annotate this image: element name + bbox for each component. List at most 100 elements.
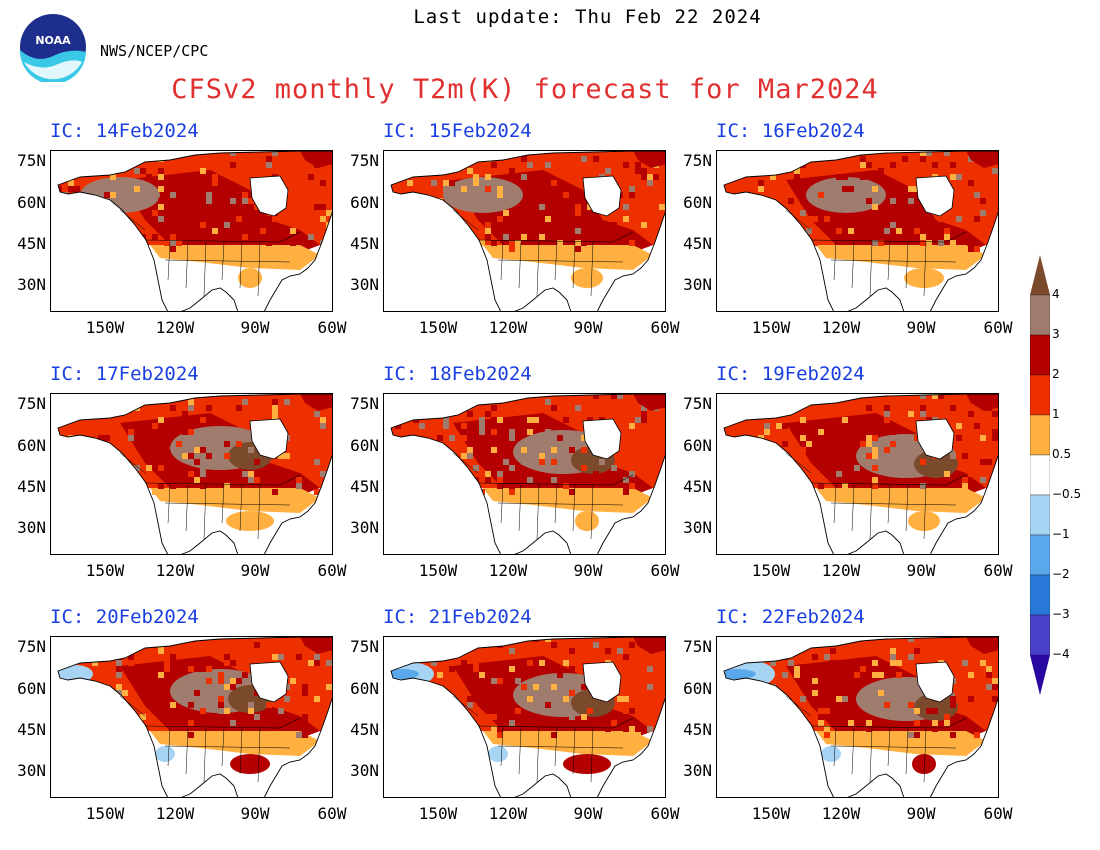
forecast-panel: IC: 16Feb2024 75N 60N 45N 30N 150W 120W 90W 60W [683,120,1016,360]
forecast-panel: IC: 21Feb2024 75N 60N 45N 30N 150W 120W 90W 60W [350,606,683,846]
longitude-label: 60W [983,804,1013,823]
longitude-label: 60W [317,804,347,823]
forecast-panel: IC: 19Feb2024 75N 60N 45N 30N 150W 120W 90W 60W [683,363,1016,603]
initial-condition-label: IC: 14Feb2024 [50,120,199,142]
forecast-panel: IC: 22Feb2024 75N 60N 45N 30N 150W 120W 90W 60W [683,606,1016,846]
forecast-panel: IC: 20Feb2024 75N 60N 45N 30N 150W 120W 90W 60W [17,606,350,846]
latitude-label: 45N [350,720,379,739]
longitude-label: 150W [85,804,125,823]
longitude-label: 120W [155,318,195,337]
colorbar-legend: 4 3 2 1 0.5 −0.5 −1 −2 −3 −4 [1029,255,1081,699]
temperature-anomaly-map [716,393,1000,559]
longitude-label: 120W [821,561,861,580]
latitude-label: 75N [683,637,712,656]
noaa-logo: NOAA [18,12,88,85]
latitude-label: 30N [683,275,712,294]
longitude-label: 60W [317,561,347,580]
longitude-label: 90W [573,561,603,580]
chart-title: CFSv2 monthly T2m(K) forecast for Mar202… [171,74,879,105]
longitude-label: 150W [85,561,125,580]
colorbar-swatch [1029,374,1051,416]
longitude-label: 60W [983,561,1013,580]
latitude-label: 30N [350,761,379,780]
latitude-label: 75N [683,394,712,413]
colorbar-tick-label: 4 [1052,287,1060,301]
longitude-label: 150W [418,561,458,580]
temperature-anomaly-map [383,150,667,316]
initial-condition-label: IC: 20Feb2024 [50,606,199,628]
latitude-label: 45N [683,720,712,739]
latitude-label: 60N [350,679,379,698]
latitude-label: 45N [17,477,46,496]
colorbar-bottom-arrow [1030,655,1050,695]
longitude-label: 150W [418,318,458,337]
latitude-label: 60N [17,436,46,455]
latitude-label: 30N [683,761,712,780]
longitude-label: 150W [751,804,791,823]
latitude-label: 75N [17,637,46,656]
temperature-anomaly-map [383,393,667,559]
colorbar-tick-label: −4 [1052,647,1070,661]
temperature-anomaly-map [716,150,1000,316]
longitude-label: 120W [488,561,528,580]
latitude-label: 60N [683,436,712,455]
latitude-label: 60N [17,193,46,212]
longitude-label: 90W [573,318,603,337]
colorbar-tick-label: 1 [1052,407,1060,421]
colorbar-tick-label: −3 [1052,607,1070,621]
latitude-label: 75N [350,394,379,413]
colorbar-tick-label: 2 [1052,367,1060,381]
colorbar-tick-label: 0.5 [1052,447,1072,461]
initial-condition-label: IC: 15Feb2024 [383,120,532,142]
longitude-label: 150W [85,318,125,337]
forecast-panel: IC: 17Feb2024 75N 60N 45N 30N 150W 120W 90W 60W [17,363,350,603]
temperature-anomaly-map [383,636,667,802]
colorbar-swatch [1029,494,1051,536]
initial-condition-label: IC: 19Feb2024 [716,363,865,385]
colorbar-swatch [1029,614,1051,656]
last-update-text: Last update: Thu Feb 22 2024 [413,6,762,28]
longitude-label: 120W [488,804,528,823]
latitude-label: 75N [17,394,46,413]
latitude-label: 75N [683,151,712,170]
initial-condition-label: IC: 17Feb2024 [50,363,199,385]
latitude-label: 30N [17,518,46,537]
longitude-label: 60W [317,318,347,337]
longitude-label: 120W [821,318,861,337]
colorbar-swatch [1029,574,1051,616]
latitude-label: 30N [17,761,46,780]
longitude-label: 90W [906,318,936,337]
latitude-label: 75N [350,637,379,656]
colorbar-swatch [1029,534,1051,576]
initial-condition-label: IC: 16Feb2024 [716,120,865,142]
longitude-label: 60W [650,804,680,823]
longitude-label: 120W [821,804,861,823]
longitude-label: 90W [240,318,270,337]
longitude-label: 120W [488,318,528,337]
longitude-label: 150W [751,318,791,337]
longitude-label: 90W [906,804,936,823]
latitude-label: 45N [683,477,712,496]
latitude-label: 75N [17,151,46,170]
temperature-anomaly-map [716,636,1000,802]
temperature-anomaly-map [50,150,334,316]
latitude-label: 30N [350,518,379,537]
longitude-label: 90W [240,804,270,823]
latitude-label: 30N [350,275,379,294]
forecast-panel: IC: 15Feb2024 75N 60N 45N 30N 150W 120W 90W 60W [350,120,683,360]
longitude-label: 90W [573,804,603,823]
colorbar-swatch [1029,414,1051,456]
latitude-label: 45N [17,234,46,253]
latitude-label: 45N [17,720,46,739]
colorbar-tick-label: −2 [1052,567,1070,581]
initial-condition-label: IC: 22Feb2024 [716,606,865,628]
colorbar-tick-label: −1 [1052,527,1070,541]
latitude-label: 60N [17,679,46,698]
longitude-label: 90W [240,561,270,580]
latitude-label: 45N [350,477,379,496]
latitude-label: 30N [17,275,46,294]
longitude-label: 60W [650,318,680,337]
latitude-label: 45N [350,234,379,253]
longitude-label: 60W [983,318,1013,337]
forecast-panel: IC: 18Feb2024 75N 60N 45N 30N 150W 120W 90W 60W [350,363,683,603]
